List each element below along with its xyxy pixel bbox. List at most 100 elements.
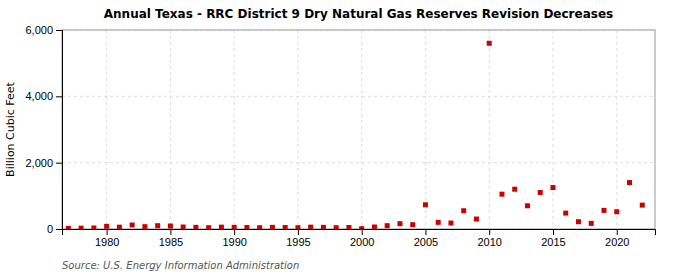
tick-mark: [489, 229, 490, 235]
point: [385, 223, 390, 228]
point: [334, 225, 339, 229]
tick-label: 2015: [541, 236, 565, 248]
point: [257, 225, 262, 229]
tick: 2005: [414, 229, 438, 248]
tick-label: 2005: [414, 236, 438, 248]
grid-line: [62, 162, 655, 163]
tick: 6,000: [25, 24, 62, 36]
tick: 4,000: [25, 90, 62, 102]
tick-label: 2020: [605, 236, 629, 248]
grid-line: [361, 30, 362, 229]
point: [448, 221, 453, 226]
point: [283, 225, 288, 229]
point: [461, 208, 466, 213]
grid-line: [297, 30, 298, 229]
tick: 2020: [605, 229, 629, 248]
tick-mark: [107, 229, 108, 235]
point: [525, 203, 530, 208]
point: [308, 225, 313, 229]
tick-mark: [56, 30, 62, 31]
x-axis: 1980 1985 1990 1995 2000 2005 2010 2015 2020: [63, 229, 656, 248]
point: [372, 225, 377, 229]
point: [474, 217, 479, 222]
tick-mark: [362, 229, 363, 235]
y-axis-title: Billion Cubic Feet: [4, 81, 17, 176]
tick-label: 2000: [350, 236, 374, 248]
tick: 1985: [159, 229, 183, 248]
point: [563, 211, 568, 216]
tick-mark: [56, 229, 62, 230]
point: [487, 41, 492, 46]
point: [232, 225, 237, 229]
tick-label: 1980: [95, 236, 119, 248]
grid-line: [552, 30, 553, 229]
grid-line: [234, 30, 235, 229]
tick: 1995: [286, 229, 310, 248]
tick-mark: [553, 229, 554, 235]
point: [295, 225, 300, 229]
tick-label: 2,000: [25, 157, 53, 169]
tick: 1980: [95, 229, 119, 248]
tick-mark: [56, 96, 62, 97]
plot-area: 1980 1985 1990 1995 2000 2005 2010 2015 2020 0 2,0…: [25, 24, 655, 248]
points: [66, 41, 645, 229]
axis-line: [56, 31, 63, 230]
tick-label: 0: [47, 223, 53, 235]
grid: [62, 30, 655, 229]
grid-line: [616, 30, 617, 229]
point: [193, 225, 198, 229]
point: [346, 225, 351, 229]
point: [219, 225, 224, 229]
point: [244, 225, 249, 229]
tick-label: 1985: [159, 236, 183, 248]
point: [410, 222, 415, 227]
tick-mark: [56, 163, 62, 164]
point: [640, 203, 645, 208]
point: [397, 221, 402, 226]
point: [614, 209, 619, 214]
tick: 2010: [477, 229, 501, 248]
source-note: Source: U.S. Energy Information Administ…: [62, 260, 299, 271]
point: [359, 226, 364, 229]
tick-mark: [298, 229, 299, 235]
point: [66, 226, 71, 229]
point: [550, 185, 555, 190]
tick-label: 4,000: [25, 90, 53, 102]
point: [538, 190, 543, 195]
tick-mark: [425, 229, 426, 235]
grid-line: [170, 30, 171, 229]
tick-label: 1995: [286, 236, 310, 248]
point: [117, 225, 122, 229]
plot-frame: [62, 30, 655, 229]
point: [436, 220, 441, 225]
point: [168, 224, 173, 229]
tick: 2000: [350, 229, 374, 248]
point: [321, 225, 326, 229]
grid-line: [106, 30, 107, 229]
grid-line: [489, 30, 490, 229]
point: [79, 226, 84, 229]
point: [601, 208, 606, 213]
tick-mark: [234, 229, 235, 235]
point: [155, 223, 160, 228]
tick-label: 6,000: [25, 24, 53, 36]
point: [142, 224, 147, 229]
point: [423, 202, 428, 207]
tick: 2,000: [25, 157, 62, 169]
point: [91, 226, 96, 229]
tick-mark: [617, 229, 618, 235]
point: [589, 221, 594, 226]
tick: 2015: [541, 229, 565, 248]
tick: 0: [47, 223, 62, 235]
tick-label: 1990: [222, 236, 246, 248]
grid-line: [425, 30, 426, 229]
chart: 1980 1985 1990 1995 2000 2005 2010 2015 2020 0 2,0…: [0, 0, 675, 275]
y-axis: 0 2,000 4,000 6,000: [25, 24, 62, 235]
tick-label: 2010: [477, 236, 501, 248]
point: [181, 225, 186, 229]
point: [576, 219, 581, 224]
point: [270, 225, 275, 229]
point: [206, 225, 211, 229]
point: [512, 187, 517, 192]
point: [104, 224, 109, 229]
